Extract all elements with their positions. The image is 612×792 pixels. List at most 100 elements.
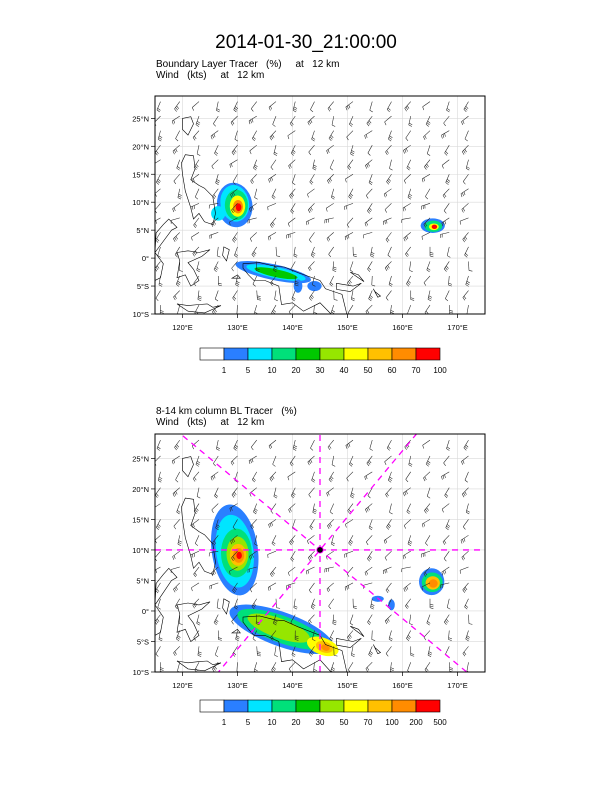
wind-barb: [461, 115, 469, 125]
wind-barb: [403, 232, 411, 242]
wind-barb: [329, 630, 334, 642]
wind-barb: [444, 145, 450, 156]
panel2-title-line2: Wind (kts) at 12 km: [156, 417, 265, 428]
wind-barb: [441, 159, 450, 169]
wind-barb: [252, 275, 257, 287]
tracer-contour: [247, 613, 310, 643]
tracer-contour: [211, 206, 226, 221]
wind-barb: [175, 630, 181, 642]
wind-barb: [158, 630, 163, 642]
wind-barb: [193, 275, 200, 287]
wind-barb: [365, 503, 373, 513]
wind-barb: [347, 503, 354, 514]
wind-barb: [464, 130, 469, 142]
wind-barb: [426, 261, 431, 273]
wind-barb: [248, 455, 257, 465]
colorbar-label: 20: [292, 366, 301, 375]
colorbar-label: 40: [340, 366, 349, 375]
wind-barb: [384, 261, 392, 271]
wind-barb: [448, 662, 454, 672]
colorbar-label: 60: [388, 366, 397, 375]
wind-barb: [405, 130, 411, 141]
wind-barb: [401, 217, 411, 223]
wind-barb: [230, 188, 238, 198]
tracer-contour: [254, 267, 298, 280]
wind-barb: [366, 115, 373, 127]
wind-barb: [346, 130, 354, 141]
wind-barb: [172, 203, 180, 213]
wind-barb: [211, 503, 219, 514]
wind-barb: [424, 159, 431, 170]
wind-barb: [268, 439, 277, 450]
wind-barb: [190, 203, 200, 211]
colorbar-swatch: [247, 699, 273, 713]
wind-barb: [211, 217, 219, 227]
colorbar-label: 30: [316, 718, 325, 727]
wind-barb: [468, 614, 473, 625]
wind-barb: [155, 550, 161, 562]
wind-barb: [313, 305, 318, 314]
wind-barb: [288, 503, 296, 513]
colorbar-swatch: [223, 347, 249, 361]
wind-barb: [193, 566, 200, 578]
wind-barb: [326, 144, 334, 154]
wind-barb: [331, 535, 335, 546]
colorbar-swatch: [319, 347, 345, 361]
lon-label: 120°E: [172, 323, 193, 332]
panel2-colorbar: 1 5 10 20 30 50 70 100 200 500: [199, 699, 447, 727]
wind-barb: [193, 503, 200, 514]
lon-label: 130°E: [227, 323, 248, 332]
wind-barb: [389, 503, 393, 515]
coastline: [230, 628, 241, 634]
wind-barb: [427, 290, 433, 302]
wind-barb: [171, 115, 180, 125]
wind-barb: [403, 582, 411, 592]
wind-barb: [155, 203, 161, 214]
wind-barb: [229, 566, 238, 575]
wind-barb: [192, 598, 200, 609]
wind-barb: [386, 174, 392, 185]
wind-barb: [425, 188, 431, 200]
wind-barb: [230, 535, 238, 545]
lat-label: 10°S: [133, 668, 149, 677]
colorbar-swatch: [295, 347, 321, 361]
wind-barb: [364, 130, 373, 139]
wind-barb: [253, 662, 258, 672]
wind-barb: [364, 471, 373, 481]
wind-barb: [173, 519, 180, 530]
coastline: [336, 282, 362, 292]
wind-barb: [443, 551, 450, 562]
wind-barb: [465, 630, 470, 642]
coastline: [373, 644, 382, 655]
coastline: [182, 116, 194, 136]
lat-label: 5°S: [137, 637, 149, 646]
wind-barb: [193, 630, 200, 641]
wind-barb: [292, 440, 298, 451]
wind-barb: [382, 566, 392, 575]
wind-barb: [368, 646, 373, 658]
wind-barb: [367, 551, 373, 562]
lon-label: 150°E: [337, 681, 358, 690]
wind-barb: [448, 275, 453, 287]
wind-barb: [346, 217, 354, 228]
wind-barb: [217, 630, 222, 641]
wind-barb: [208, 203, 219, 209]
wind-barb: [464, 246, 469, 258]
wind-barb: [331, 116, 336, 127]
wind-barb: [347, 662, 354, 672]
wind-barb: [350, 145, 355, 156]
wind-barb: [386, 519, 392, 530]
wind-barb: [309, 290, 315, 301]
tracer-contour: [431, 224, 438, 230]
wind-barb: [288, 304, 296, 314]
wind-barb: [313, 662, 318, 672]
wind-barb: [155, 145, 161, 156]
wind-barb: [271, 188, 277, 200]
colorbar-label: 10: [268, 718, 277, 727]
wind-barb: [230, 115, 238, 126]
wind-barb: [312, 503, 317, 515]
wind-barb: [196, 145, 201, 156]
wind-barb: [408, 455, 413, 467]
colorbar-label: 20: [292, 718, 301, 727]
wind-barb: [157, 130, 163, 142]
